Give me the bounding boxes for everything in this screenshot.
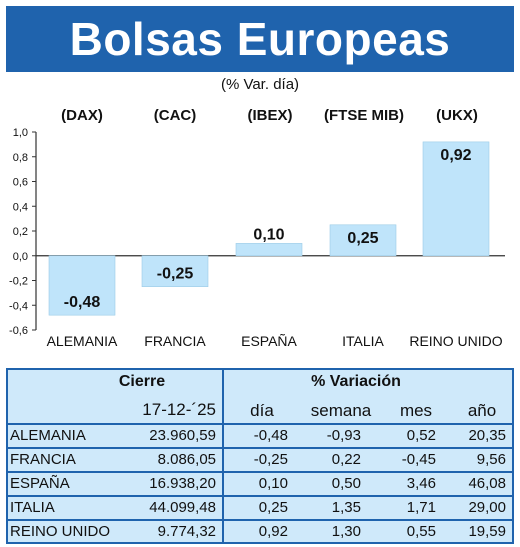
row-country: ALEMANIA bbox=[10, 427, 86, 444]
category-label: ITALIA bbox=[342, 333, 384, 349]
row-semana: -0,93 bbox=[326, 427, 361, 444]
row-divider bbox=[6, 519, 514, 521]
y-tick-label: -0,4 bbox=[9, 300, 28, 312]
row-anio: 20,35 bbox=[468, 427, 506, 444]
row-anio: 9,56 bbox=[476, 451, 506, 468]
row-divider bbox=[6, 495, 514, 497]
category-label: ESPAÑA bbox=[241, 333, 297, 349]
row-mes: 0,55 bbox=[406, 523, 436, 540]
row-mes: 0,52 bbox=[406, 427, 436, 444]
row-cierre: 16.938,20 bbox=[149, 475, 216, 492]
row-cierre: 23.960,59 bbox=[149, 427, 216, 444]
y-tick-label: -0,2 bbox=[9, 276, 28, 288]
index-label-dax: (DAX) bbox=[61, 107, 103, 124]
bar bbox=[48, 255, 116, 316]
row-cierre: 8.086,05 bbox=[157, 451, 216, 468]
row-dia: 0,92 bbox=[258, 523, 288, 540]
y-tick-label: 0,6 bbox=[13, 177, 28, 189]
bar bbox=[235, 243, 303, 257]
row-country: FRANCIA bbox=[10, 451, 76, 468]
title-banner: Bolsas Europeas bbox=[6, 6, 514, 72]
row-mes: 1,71 bbox=[406, 499, 436, 516]
category-label: ALEMANIA bbox=[47, 333, 118, 349]
row-semana: 1,30 bbox=[331, 523, 361, 540]
bar-chart: 1,0 0,8 0,6 0,4 0,2 0,0 -0,2 -0,4 -0,6 -0,48 ALEMA… bbox=[9, 127, 505, 349]
row-country: REINO UNIDO bbox=[10, 523, 111, 540]
y-tick-label: -0,6 bbox=[9, 325, 28, 337]
row-cierre: 9.774,32 bbox=[157, 523, 216, 540]
index-label-ibex: (IBEX) bbox=[247, 107, 293, 124]
row-dia: 0,10 bbox=[258, 475, 288, 492]
bar-value-label: -0,25 bbox=[157, 266, 194, 283]
row-country: ESPAÑA bbox=[10, 475, 70, 492]
row-anio: 29,00 bbox=[468, 499, 506, 516]
row-semana: 1,35 bbox=[331, 499, 361, 516]
table-header-divider bbox=[6, 423, 514, 425]
table-border-top bbox=[6, 368, 514, 370]
page-title: Bolsas Europeas bbox=[69, 13, 451, 65]
row-divider bbox=[6, 447, 514, 449]
row-country: ITALIA bbox=[10, 499, 55, 516]
category-label: FRANCIA bbox=[144, 333, 206, 349]
header-anio: año bbox=[467, 401, 497, 420]
bar bbox=[141, 255, 209, 287]
bar bbox=[422, 141, 490, 257]
bar bbox=[329, 224, 397, 257]
row-dia: 0,25 bbox=[258, 499, 288, 516]
y-tick-label: 0,4 bbox=[13, 201, 28, 213]
row-dia: -0,48 bbox=[253, 427, 288, 444]
bar-value-label: -0,48 bbox=[64, 294, 101, 311]
header-semana: semana bbox=[310, 401, 372, 420]
bar-value-label: 0,92 bbox=[440, 147, 471, 164]
y-tick-label: 0,2 bbox=[13, 226, 28, 238]
category-label: REINO UNIDO bbox=[409, 333, 502, 349]
row-semana: 0,22 bbox=[331, 451, 361, 468]
row-cierre: 44.099,48 bbox=[149, 499, 216, 516]
quotes-table: Cierre % Variación 17-12-´25 día semana … bbox=[6, 368, 514, 544]
index-label-cac: (CAC) bbox=[153, 107, 197, 124]
y-tick-label: 1,0 bbox=[13, 127, 28, 139]
row-mes: 3,46 bbox=[406, 475, 436, 492]
table-divider-cierre bbox=[222, 368, 224, 544]
y-tick-label: 0,0 bbox=[13, 251, 28, 263]
bar-value-label: 0,10 bbox=[253, 226, 284, 243]
row-anio: 19,59 bbox=[468, 523, 506, 540]
row-mes: -0,45 bbox=[401, 451, 436, 468]
header-date: 17-12-´25 bbox=[142, 400, 216, 419]
bar-value-label: 0,25 bbox=[347, 230, 378, 247]
index-label-ftse-mib: (FTSE MIB) bbox=[324, 107, 404, 124]
table-border-right bbox=[512, 368, 514, 544]
header-variacion: % Variación bbox=[311, 373, 401, 390]
index-label-ukx: (UKX) bbox=[436, 107, 478, 124]
row-anio: 46,08 bbox=[468, 475, 506, 492]
header-dia: día bbox=[250, 401, 274, 420]
row-semana: 0,50 bbox=[331, 475, 361, 492]
table-border-left bbox=[6, 368, 8, 544]
table-border-bottom bbox=[6, 542, 514, 544]
header-mes: mes bbox=[399, 401, 433, 420]
chart-subtitle: (% Var. día) bbox=[220, 76, 300, 93]
header-cierre: Cierre bbox=[118, 373, 166, 390]
y-tick-label: 0,8 bbox=[13, 152, 28, 164]
row-dia: -0,25 bbox=[253, 451, 288, 468]
row-divider bbox=[6, 471, 514, 473]
